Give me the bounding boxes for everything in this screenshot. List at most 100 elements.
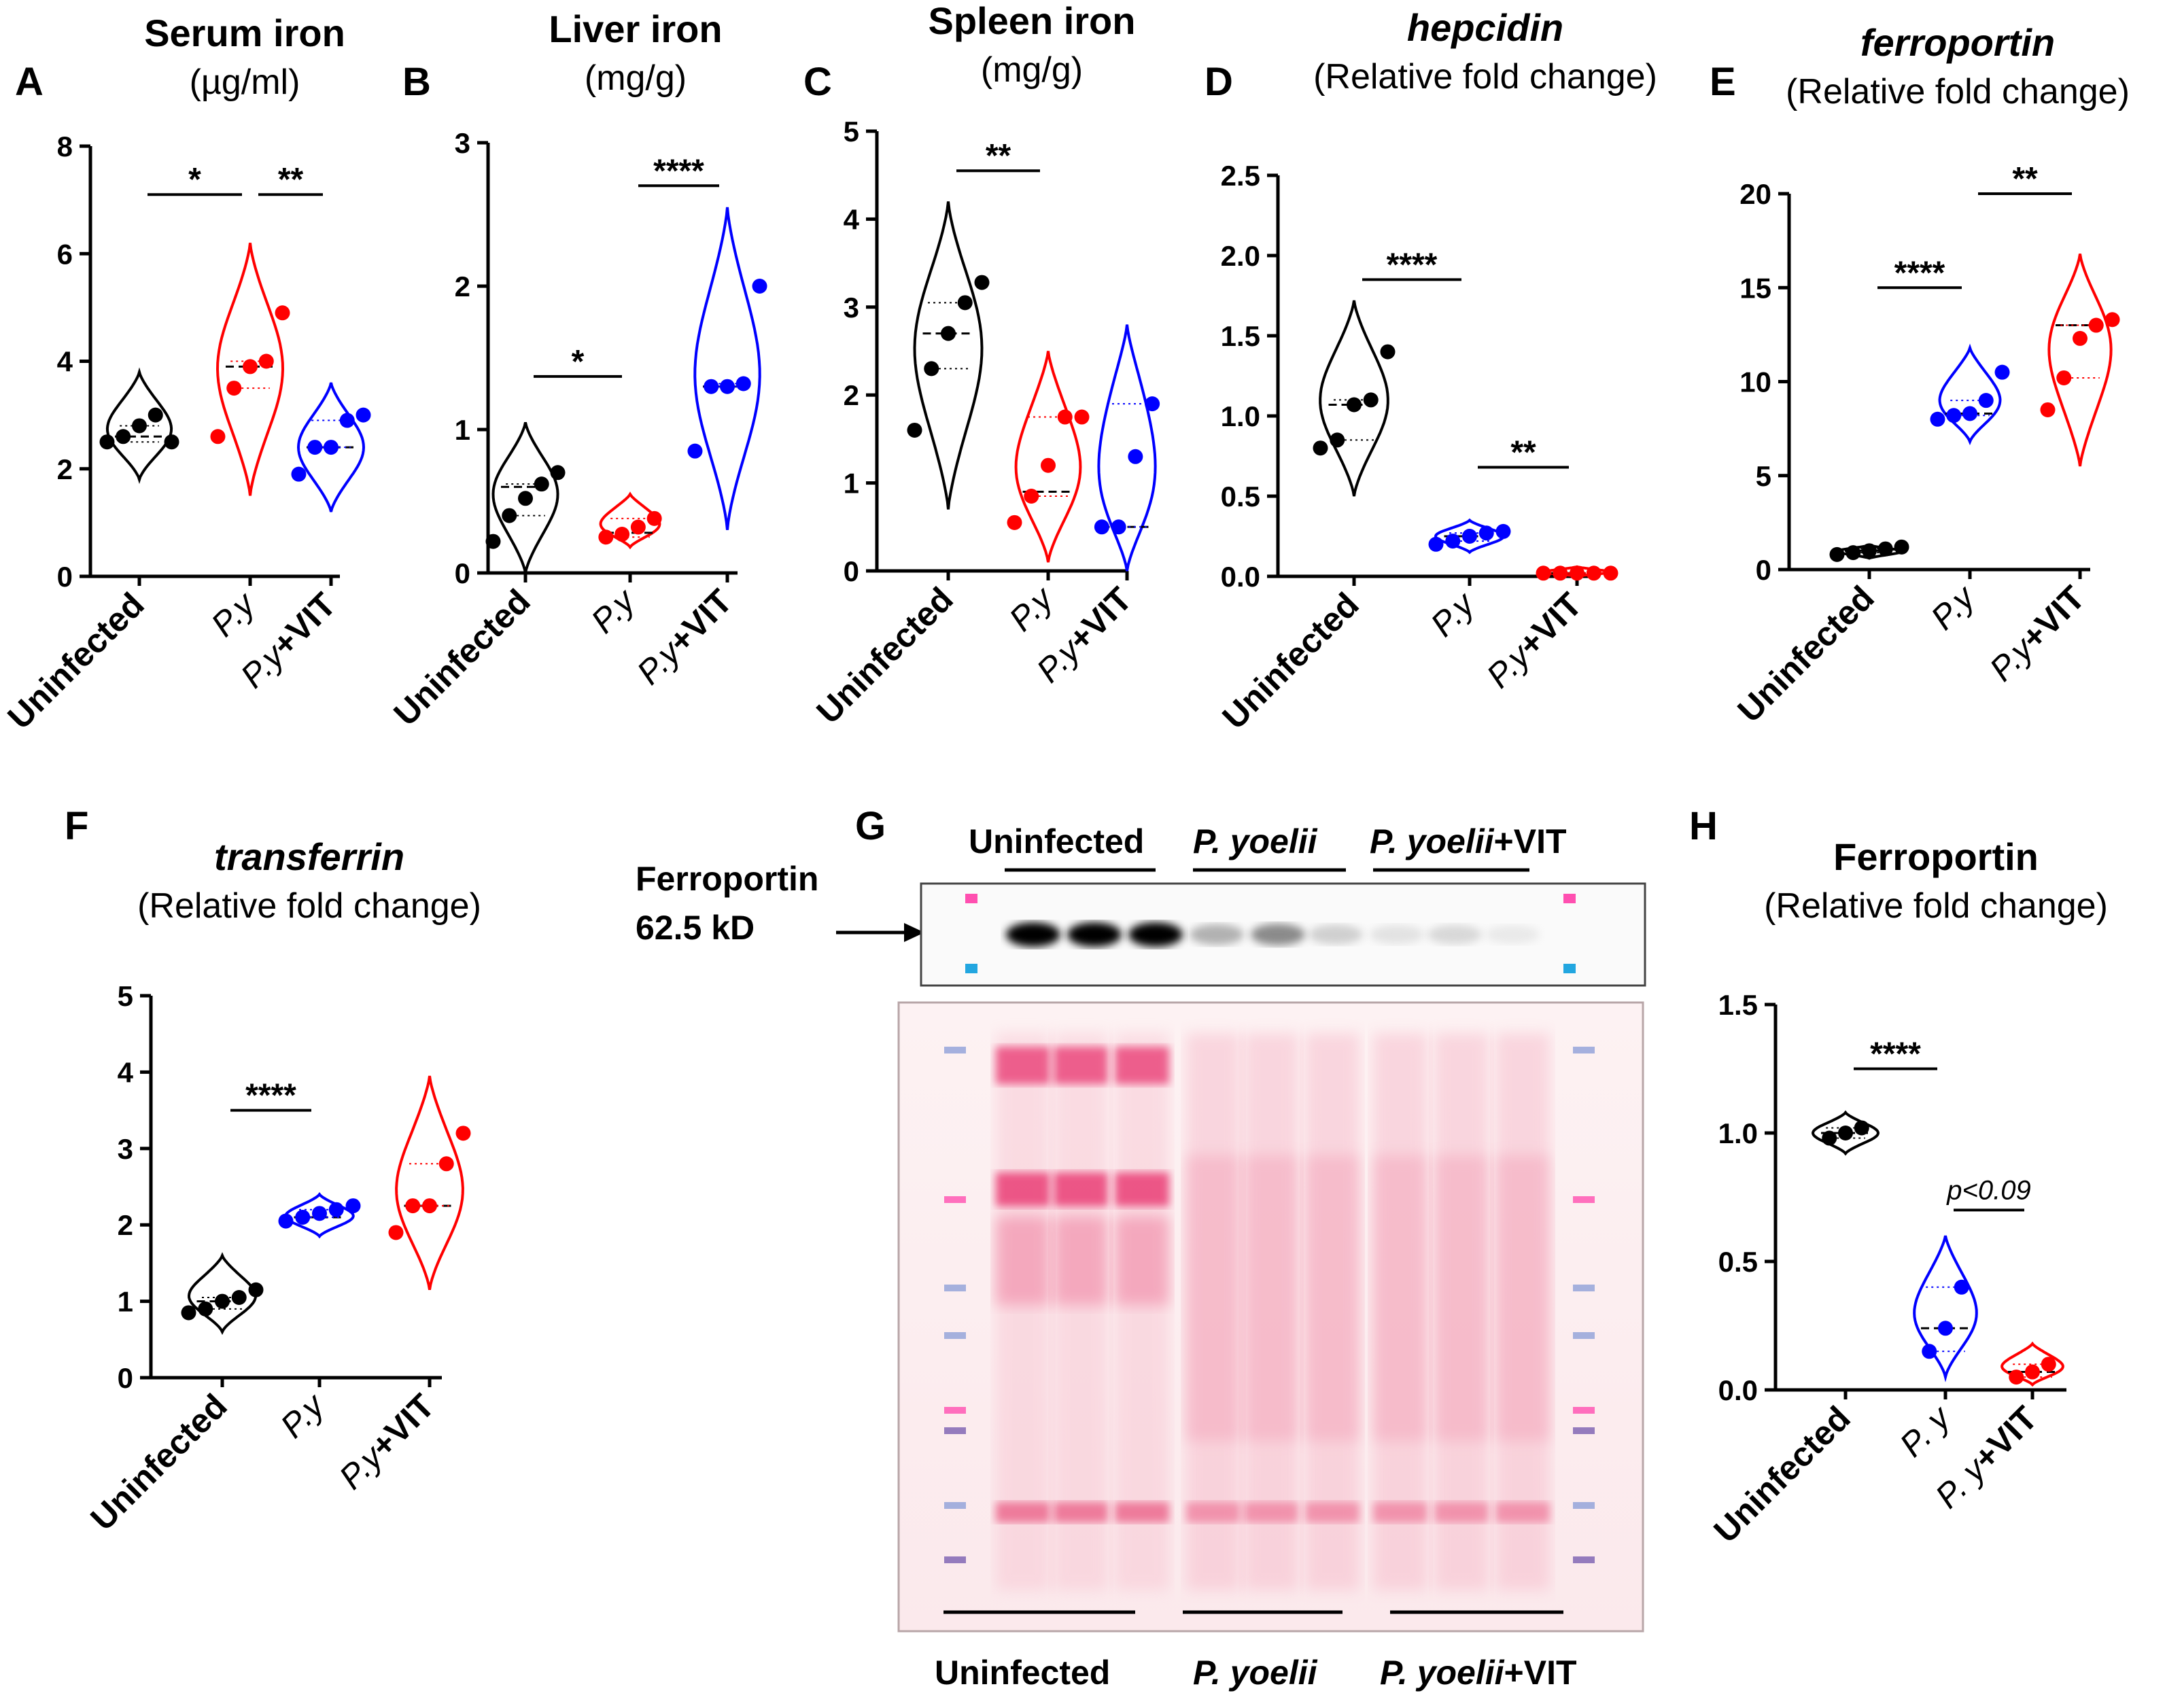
data-point	[630, 519, 646, 535]
ponceau-band	[1054, 1047, 1108, 1084]
data-point	[356, 407, 371, 423]
data-point	[1145, 396, 1160, 412]
data-point	[215, 1293, 230, 1309]
data-point	[687, 443, 703, 459]
ladder-mark	[965, 894, 977, 903]
y-tick-label: 20	[1739, 178, 1771, 210]
data-point	[1954, 1279, 1969, 1295]
data-point	[275, 305, 290, 321]
ponceau-band	[1434, 1155, 1489, 1441]
y-tick-label: 5	[1756, 460, 1771, 492]
ladder-mark	[944, 1047, 966, 1053]
chart-subtitle: (Relative fold change)	[1786, 72, 2130, 111]
significance-label: **	[986, 138, 1011, 174]
panel-letter: F	[65, 804, 88, 848]
ponceau-band	[1054, 1502, 1108, 1522]
violin-1	[215, 243, 285, 496]
ladder-mark	[944, 1332, 966, 1339]
band-arrow-head	[904, 923, 924, 942]
data-point	[1894, 539, 1909, 555]
y-tick-label: 2	[118, 1209, 133, 1241]
data-point	[148, 407, 163, 423]
y-tick-label: 2.5	[1221, 160, 1260, 192]
y-tick-label: 15	[1739, 272, 1771, 304]
data-point	[258, 353, 274, 369]
ladder-mark	[944, 1427, 966, 1434]
y-tick-label: 2	[57, 453, 73, 485]
data-point	[1994, 364, 2010, 380]
data-point	[485, 534, 501, 549]
data-point	[598, 529, 614, 545]
y-tick-label: 0.5	[1718, 1246, 1758, 1278]
ponceau-lane	[1054, 1033, 1108, 1590]
data-point	[502, 508, 517, 523]
y-tick-label: 1.0	[1221, 400, 1260, 432]
significance-label: ****	[1870, 1036, 1921, 1073]
data-point	[2041, 1357, 2056, 1372]
data-point	[1829, 546, 1845, 562]
data-point	[646, 510, 662, 526]
data-point	[1553, 565, 1568, 581]
panel-letter: A	[15, 60, 44, 104]
ladder-mark	[944, 1502, 966, 1509]
violin-1	[1434, 518, 1506, 555]
y-tick-label: 2	[455, 271, 470, 302]
violin-2	[2001, 1341, 2064, 1387]
significance-label: ****	[653, 153, 704, 189]
data-point	[1478, 525, 1494, 541]
ponceau-band	[996, 1047, 1050, 1084]
data-point	[1938, 1321, 1953, 1336]
chart-title: transferrin	[214, 835, 404, 878]
data-point	[1962, 406, 1977, 421]
y-tick-label: 4	[57, 346, 73, 378]
blot-group-label-bottom: P. yoelii+VIT	[1380, 1654, 1577, 1692]
y-tick-label: 0.0	[1221, 561, 1260, 593]
data-point	[1128, 449, 1143, 464]
x-category-label: P.y	[584, 580, 644, 640]
blot-band	[1251, 924, 1305, 945]
x-category-label: Uninfected	[1215, 585, 1366, 736]
data-point	[1428, 536, 1444, 552]
ponceau-band	[1054, 1172, 1108, 1206]
data-point	[2025, 1364, 2040, 1380]
chart-B: B Liver iron (mg/g) 0 1 2 3 Uninfected P.yP.y+VI…	[386, 7, 767, 733]
x-category-label: Uninfected	[83, 1387, 234, 1537]
y-tick-label: 1.0	[1718, 1117, 1758, 1149]
blot-group-label-top: P. yoelii+VIT	[1370, 822, 1567, 860]
x-category-label: Uninfected	[1706, 1399, 1857, 1550]
y-tick-label: 6	[57, 238, 73, 270]
data-point	[2009, 1370, 2024, 1385]
blot-band	[1485, 925, 1540, 944]
data-point	[1978, 393, 1994, 408]
data-point	[1862, 543, 1877, 559]
ladder-mark	[965, 964, 977, 973]
data-point	[2040, 402, 2056, 417]
y-tick-label: 3	[118, 1133, 133, 1165]
data-point	[328, 1202, 344, 1217]
data-point	[1313, 440, 1328, 456]
y-tick-label: 3	[844, 292, 859, 324]
data-point	[2088, 317, 2104, 333]
x-category-label: P.y+VIT	[1479, 585, 1589, 695]
x-category-label: Uninfected	[386, 582, 537, 733]
violin-0	[187, 1252, 258, 1336]
x-category-label: P.y	[1423, 584, 1483, 644]
violin-2	[296, 382, 366, 512]
data-point	[1586, 565, 1601, 581]
violin-0	[913, 201, 984, 510]
panel-letter: D	[1205, 60, 1233, 104]
data-point	[339, 413, 355, 428]
chart-title: hepcidin	[1407, 6, 1563, 49]
data-point	[1930, 411, 1945, 427]
data-point	[307, 440, 323, 455]
x-category-label: P.y+VIT	[629, 582, 740, 692]
data-point	[422, 1198, 437, 1214]
ponceau-band	[1373, 1155, 1427, 1441]
data-point	[1445, 534, 1461, 549]
ponceau-band	[1495, 1502, 1550, 1522]
violin-1	[1913, 1235, 1978, 1382]
ladder-mark	[944, 1556, 966, 1563]
violin-2	[1097, 324, 1157, 572]
band-size-label: 62.5 kD	[636, 909, 755, 947]
